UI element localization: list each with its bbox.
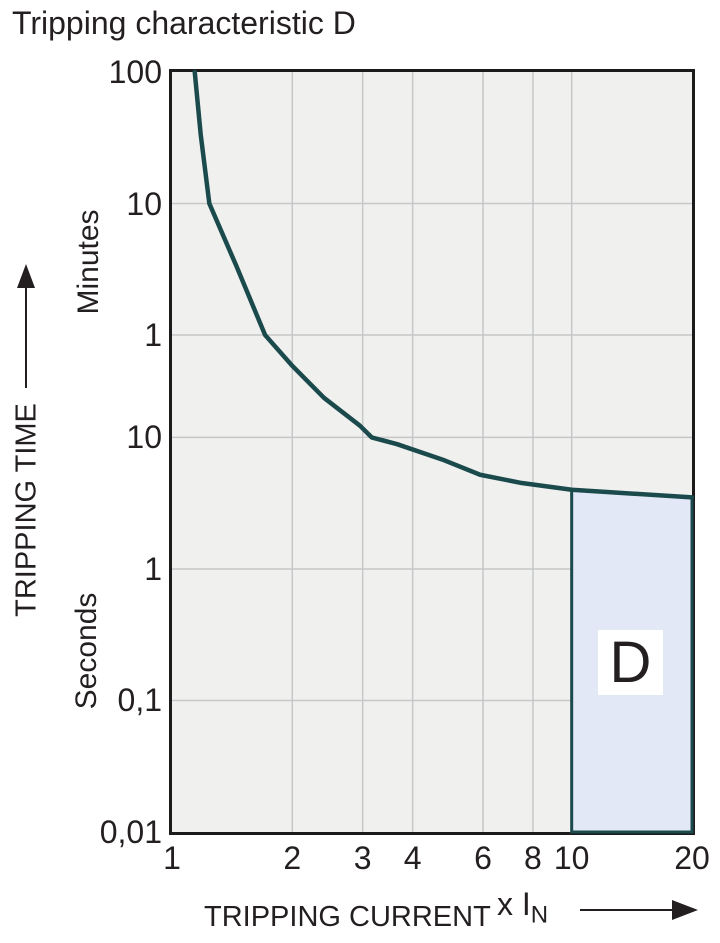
x-axis-title: TRIPPING CURRENT	[204, 901, 491, 933]
right-arrow-icon	[580, 900, 698, 920]
x-tick-label: 6	[474, 840, 492, 876]
x-tick-label: 20	[674, 840, 710, 876]
up-arrow-icon	[17, 264, 35, 388]
region-label: D	[598, 630, 663, 695]
y-tick-label: 0,01	[99, 814, 162, 850]
y-tick-label: 10	[126, 419, 162, 456]
y-tick-label: 1	[144, 317, 162, 354]
x-axis-unit-prefix: x I	[497, 886, 531, 922]
page-title: Tripping characteristic D	[12, 5, 356, 41]
x-tick-label: 1	[163, 840, 181, 876]
y-tick-label: 1	[144, 550, 162, 587]
chart-canvas	[172, 69, 695, 834]
trip-curve	[192, 69, 695, 500]
x-tick-label: 3	[353, 840, 372, 876]
y-tick-label: 0,1	[117, 682, 162, 719]
x-axis-unit-subscript: N	[530, 901, 549, 929]
x-tick-label: 8	[524, 840, 542, 876]
x-tick-label: 2	[283, 840, 302, 876]
x-axis-unit-label: x IN	[497, 886, 548, 927]
y-axis-title: TRIPPING TIME	[10, 403, 43, 617]
y-tick-label: 100	[108, 54, 162, 90]
x-tick-label: 4	[403, 840, 422, 876]
minutes-unit-label: Minutes	[72, 209, 105, 315]
y-tick-label: 10	[126, 185, 162, 222]
plot-area	[169, 69, 695, 835]
seconds-unit-label: Seconds	[70, 592, 103, 710]
x-tick-label: 10	[553, 840, 590, 876]
